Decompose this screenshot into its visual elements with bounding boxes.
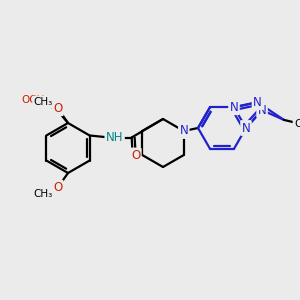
Text: N: N	[230, 101, 238, 114]
Text: N: N	[179, 124, 188, 137]
Text: CH₃: CH₃	[34, 97, 53, 107]
Text: O: O	[49, 100, 58, 112]
Text: N: N	[258, 104, 266, 117]
Text: N: N	[242, 122, 250, 134]
Text: O: O	[53, 181, 62, 194]
Text: N: N	[253, 96, 262, 109]
Text: OCH₃: OCH₃	[21, 95, 49, 105]
Text: O: O	[53, 102, 62, 115]
Text: CH₃: CH₃	[294, 118, 300, 129]
Text: NH: NH	[106, 131, 123, 144]
Text: CH₃: CH₃	[34, 189, 53, 199]
Text: O: O	[131, 149, 140, 162]
